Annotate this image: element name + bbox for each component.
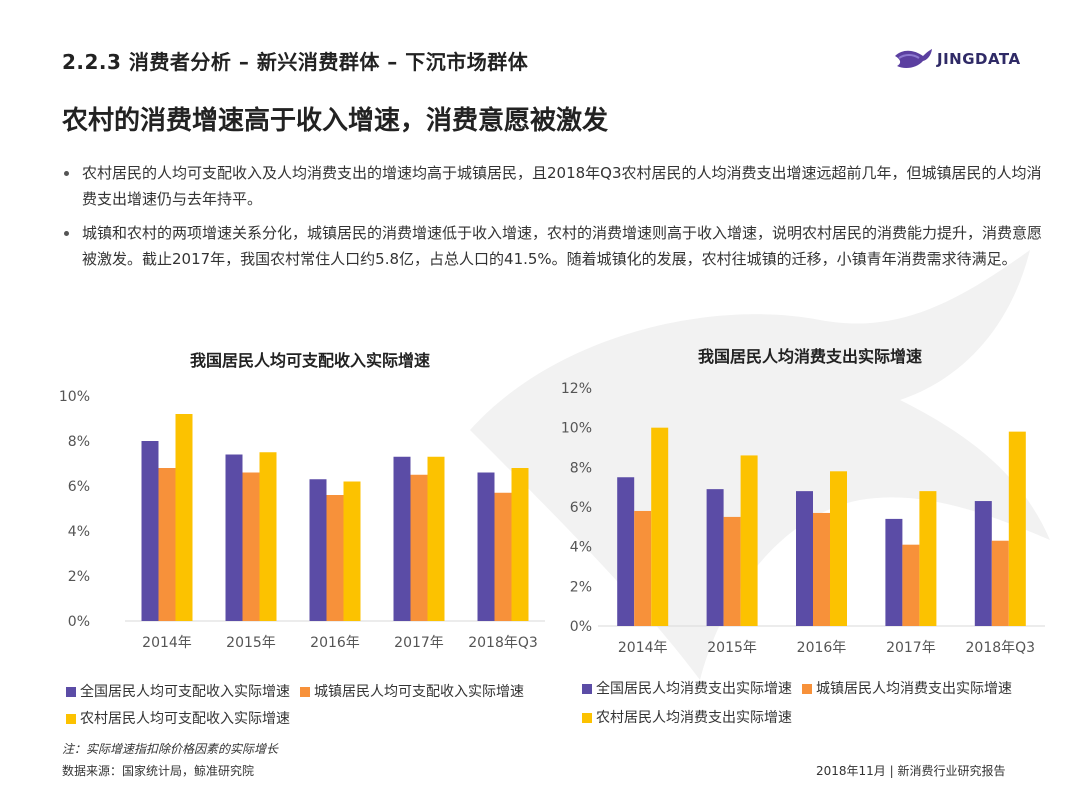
legend-swatch-yellow (66, 714, 76, 724)
x-tick-label: 2018年Q3 (468, 635, 538, 651)
bar (830, 471, 847, 626)
bar (309, 479, 327, 621)
bar (511, 468, 529, 621)
legend-swatch-purple (582, 684, 592, 694)
bullet-dot-icon (64, 171, 69, 176)
y-tick-label: 8% (68, 434, 90, 450)
bar (813, 512, 830, 626)
logo: JINGDATA (893, 44, 1021, 74)
income-growth-chart: 我国居民人均可支配收入实际增速 0% 2% 4% 6% 8% 10% 2014年 2015年 20… (59, 351, 545, 651)
bar (175, 414, 193, 621)
y-tick-label: 4% (570, 540, 592, 556)
x-tick-label: 2016年 (310, 635, 360, 651)
bullet-item: 农村居民的人均可支配收入及人均消费支出的增速均高于城镇居民，且2018年Q3农村… (62, 160, 1042, 212)
headline: 农村的消费增速高于收入增速，消费意愿被激发 (62, 106, 609, 136)
x-tick-label: 2016年 (797, 640, 847, 656)
bullet-list: 农村居民的人均可支配收入及人均消费支出的增速均高于城镇居民，且2018年Q3农村… (62, 160, 1042, 280)
income-chart-legend: 全国居民人均可支配收入实际增速 城镇居民人均可支配收入实际增速 农村居民人均可支… (66, 679, 566, 733)
x-tick-label: 2018年Q3 (966, 640, 1036, 656)
legend-item-urban: 城镇居民人均可支配收入实际增速 (300, 679, 524, 705)
legend-swatch-orange (802, 684, 812, 694)
y-tick-label: 6% (570, 500, 592, 516)
legend-swatch-orange (300, 687, 310, 697)
y-tick-label: 0% (68, 614, 90, 630)
legend-item-national: 全国居民人均可支配收入实际增速 (66, 679, 290, 705)
x-tick-label: 2015年 (226, 635, 276, 651)
x-tick-label: 2014年 (142, 635, 192, 651)
bar (242, 472, 260, 621)
bar (141, 441, 159, 621)
bar (991, 540, 1009, 626)
section-title: 2.2.3 消费者分析 – 新兴消费群体 – 下沉市场群体 (62, 50, 529, 74)
bar (477, 472, 495, 621)
bar (885, 518, 903, 626)
bar (410, 474, 428, 621)
chart-title: 我国居民人均可支配收入实际增速 (190, 351, 430, 370)
y-tick-label: 10% (59, 389, 90, 405)
report-footer: 2018年11月 | 新消费行业研究报告 (816, 764, 1006, 778)
bar (427, 456, 445, 621)
legend-item-rural: 农村居民人均可支配收入实际增速 (66, 706, 290, 732)
consumption-growth-chart: 我国居民人均消费支出实际增速 0% 2% 4% 6% 8% 10% 12% 2014年 2015年… (561, 347, 1045, 656)
bar (326, 495, 344, 621)
bar (259, 452, 277, 621)
bullet-text: 城镇和农村的两项增速关系分化，城镇居民的消费增速低于收入增速，农村的消费增速则高… (82, 224, 1043, 268)
bar (723, 516, 741, 626)
footnote: 注：实际增速指扣除价格因素的实际增长 (62, 742, 279, 756)
legend-swatch-purple (66, 687, 76, 697)
x-tick-label: 2015年 (707, 640, 757, 656)
bullet-text: 农村居民的人均可支配收入及人均消费支出的增速均高于城镇居民，且2018年Q3农村… (82, 164, 1042, 208)
bar (796, 491, 813, 626)
legend-item-urban: 城镇居民人均消费支出实际增速 (802, 675, 1012, 703)
y-tick-label: 0% (570, 619, 592, 635)
bar (634, 510, 652, 626)
y-tick-label: 4% (68, 524, 90, 540)
y-tick-label: 6% (68, 479, 90, 495)
bar (706, 489, 724, 626)
bar (343, 481, 361, 621)
bar (919, 491, 937, 626)
bar (158, 468, 176, 621)
legend-swatch-yellow (582, 713, 592, 723)
data-source: 数据来源：国家统计局，鲸准研究院 (62, 764, 255, 778)
bar (651, 427, 669, 626)
consumption-chart-legend: 全国居民人均消费支出实际增速 城镇居民人均消费支出实际增速 农村居民人均消费支出… (582, 675, 1062, 733)
x-tick-label: 2017年 (886, 640, 936, 656)
legend-item-national: 全国居民人均消费支出实际增速 (582, 675, 792, 703)
y-tick-label: 8% (570, 460, 592, 476)
bar (225, 454, 243, 621)
y-tick-label: 12% (561, 381, 592, 397)
bar (617, 477, 635, 626)
bullet-dot-icon (64, 231, 69, 236)
bar (740, 455, 758, 626)
bar (494, 492, 512, 621)
legend-item-rural: 农村居民人均消费支出实际增速 (582, 704, 792, 732)
bullet-item: 城镇和农村的两项增速关系分化，城镇居民的消费增速低于收入增速，农村的消费增速则高… (62, 220, 1042, 272)
x-tick-label: 2014年 (618, 640, 668, 656)
bar (974, 501, 992, 626)
logo-text: JINGDATA (937, 50, 1021, 68)
bar (393, 456, 411, 621)
y-tick-label: 10% (561, 421, 592, 437)
chart-title: 我国居民人均消费支出实际增速 (698, 347, 922, 366)
y-tick-label: 2% (68, 569, 90, 585)
x-tick-label: 2017年 (394, 635, 444, 651)
y-tick-label: 2% (570, 579, 592, 595)
bar (1008, 431, 1026, 626)
bar (902, 544, 920, 626)
whale-logo-icon (895, 49, 932, 69)
